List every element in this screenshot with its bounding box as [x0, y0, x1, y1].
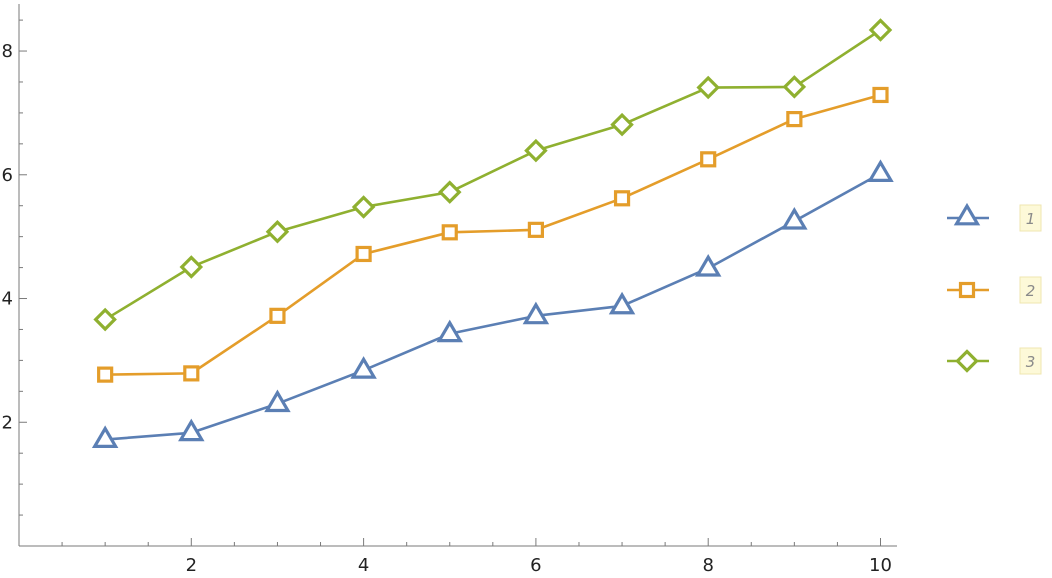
series-2 [97, 86, 889, 383]
data-point [350, 356, 377, 379]
data-point [696, 75, 720, 100]
x-tick-label: 4 [358, 555, 369, 576]
data-point [269, 307, 286, 324]
data-point [436, 319, 463, 343]
data-point [93, 307, 117, 332]
legend-item-3: 3 [947, 347, 1042, 375]
data-point [781, 207, 808, 230]
legend-label-box [1019, 276, 1042, 304]
x-tick-label: 8 [702, 555, 713, 576]
legend-label: 2 [1026, 282, 1036, 300]
x-tick-label: 10 [869, 555, 892, 576]
data-point [524, 138, 548, 163]
data-point [786, 110, 803, 128]
data-point [700, 151, 717, 168]
data-point [183, 365, 200, 382]
legend-marker [955, 349, 979, 373]
data-point [867, 159, 894, 182]
axes: 2 4 6 8 10 2 4 6 8 [2, 4, 897, 576]
series-3 [93, 18, 893, 332]
y-tick-label: 8 [2, 41, 13, 62]
x-tick-label: 2 [186, 555, 197, 576]
y-tick-label: 4 [2, 289, 13, 310]
data-point [522, 301, 550, 325]
data-point [437, 180, 462, 204]
x-tick-label: 6 [530, 555, 541, 576]
series-line [105, 172, 882, 441]
legend-label: 3 [1026, 353, 1036, 371]
legend-item-2: 2 [947, 276, 1042, 304]
data-point [782, 75, 807, 99]
legend-label-box [1019, 347, 1042, 375]
data-point [91, 425, 119, 449]
data-point [441, 224, 458, 241]
data-point [264, 389, 291, 413]
data-point [613, 190, 631, 207]
legend-marker [958, 281, 976, 299]
data-point [355, 245, 372, 263]
data-point [872, 86, 889, 104]
data-point [178, 418, 205, 442]
legend-item-1: 1 [947, 202, 1042, 232]
series-1 [91, 159, 894, 449]
data-point [265, 219, 290, 244]
legend-marker [953, 202, 981, 226]
y-tick-label: 2 [2, 412, 13, 433]
series-line [105, 93, 881, 376]
data-point [868, 18, 893, 42]
series-line [104, 28, 882, 321]
data-point [351, 195, 376, 219]
legend-label: 1 [1026, 210, 1036, 228]
data-point [527, 221, 545, 238]
series-layer [91, 18, 894, 449]
data-point [694, 254, 722, 277]
data-point [608, 291, 636, 315]
legend: 1 2 3 [947, 202, 1042, 375]
data-point [179, 255, 204, 279]
legend-label-box [1019, 204, 1042, 232]
data-point [610, 112, 634, 137]
y-tick-label: 6 [2, 165, 13, 186]
data-point [97, 366, 114, 383]
